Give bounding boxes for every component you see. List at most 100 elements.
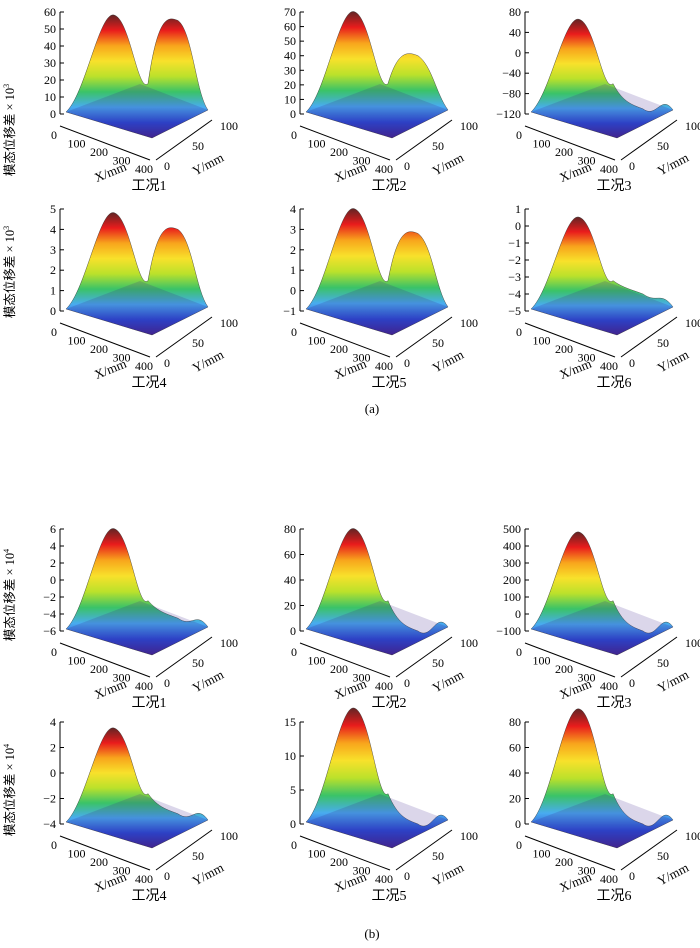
x-axis (299, 322, 391, 358)
y-tick-label: 0 (629, 356, 635, 370)
y-tick-label: 50 (432, 656, 444, 670)
y-tick-label: 50 (657, 139, 669, 153)
y-axis-label: Y/mm (430, 150, 466, 179)
z-tick-label: 0 (290, 284, 296, 298)
z-tick-label: 70 (284, 5, 296, 19)
x-axis (299, 642, 391, 678)
z-tick-label: 400 (503, 539, 521, 553)
z-tick-label: −1 (283, 304, 296, 318)
y-tick-label: 100 (685, 316, 700, 330)
z-tick-label: 2 (50, 741, 56, 755)
x-tick-label: 200 (330, 342, 348, 356)
surface-mesh (530, 19, 674, 139)
z-tick-label: 1 (515, 202, 521, 216)
y-tick-label: 0 (629, 159, 635, 173)
x-tick-label: 200 (555, 855, 573, 869)
x-tick-label: 100 (308, 847, 326, 861)
x-tick-label: 0 (291, 645, 297, 659)
x-tick-label: 400 (135, 359, 153, 373)
svg-text:模态位移差 × 103: 模态位移差 × 103 (2, 226, 17, 318)
x-axis-label: X/mm (557, 159, 593, 185)
x-axis-label: X/mm (557, 356, 593, 382)
x-tick-label: 300 (353, 671, 371, 685)
case-label: 工况4 (132, 376, 167, 391)
case-label: 工况5 (372, 889, 407, 904)
x-tick-label: 200 (90, 145, 108, 159)
z-tick-label: 0 (50, 107, 56, 121)
x-tick-label: 100 (533, 137, 551, 151)
x-tick-label: 0 (516, 128, 522, 142)
x-tick-label: 100 (308, 334, 326, 348)
x-tick-label: 200 (555, 342, 573, 356)
x-tick-label: 0 (291, 325, 297, 339)
y-axis-label: Y/mm (190, 347, 226, 376)
surface-mesh (305, 528, 449, 656)
x-tick-label: 200 (330, 855, 348, 869)
z-tick-label: 30 (284, 63, 296, 77)
surface-plot-3: −120 −80 −40 0 40 80 0 100 200 300 400 X/mm 0 50 100 Y/… (496, 5, 700, 194)
x-tick-label: 400 (375, 162, 393, 176)
x-tick-label: 0 (51, 645, 57, 659)
z-tick-label: 0 (290, 817, 296, 831)
z-tick-label: 2 (50, 556, 56, 570)
y-axis-label: Y/mm (655, 667, 691, 696)
x-tick-label: 300 (353, 154, 371, 168)
case-label: 工况2 (372, 179, 407, 194)
y-tick-label: 50 (657, 656, 669, 670)
z-tick-label: −2 (43, 792, 56, 806)
z-tick-label: 1 (290, 263, 296, 277)
y-tick-label: 50 (192, 336, 204, 350)
surface-mesh (65, 727, 209, 849)
x-axis (524, 322, 616, 358)
surface-mesh (65, 212, 209, 336)
surface-plot-10: −4 −2 0 2 4 0 100 200 300 400 X/mm 0 50 100 Y/mm 工况4 (43, 715, 238, 904)
x-axis-label: X/mm (557, 676, 593, 702)
x-tick-label: 100 (308, 654, 326, 668)
x-tick-label: 100 (533, 847, 551, 861)
z-tick-label: 40 (44, 39, 56, 53)
y-axis (155, 119, 213, 161)
x-axis (299, 835, 391, 871)
z-tick-label: 20 (509, 792, 521, 806)
z-tick-label: 40 (509, 766, 521, 780)
surface-floor (531, 84, 673, 138)
x-tick-label: 100 (533, 654, 551, 668)
x-tick-label: 200 (90, 662, 108, 676)
x-tick-label: 400 (600, 872, 618, 886)
x-tick-label: 0 (516, 838, 522, 852)
case-label: 工况3 (597, 179, 632, 194)
x-tick-label: 0 (516, 645, 522, 659)
z-tick-label: −1 (508, 236, 521, 250)
y-tick-label: 0 (164, 869, 170, 883)
y-tick-label: 100 (220, 829, 238, 843)
x-axis (59, 322, 151, 358)
y-axis (395, 119, 453, 161)
z-tick-label: 80 (509, 5, 521, 19)
panel-label-b: (b) (364, 926, 379, 941)
panel-label-a: (a) (365, 401, 379, 416)
ylabel-a-row2: 模态位移差 × 103 (2, 226, 17, 318)
y-tick-label: 100 (220, 316, 238, 330)
x-axis-label: X/mm (332, 869, 368, 895)
case-label: 工况4 (132, 889, 167, 904)
x-tick-label: 400 (600, 679, 618, 693)
x-axis-label: X/mm (92, 159, 128, 185)
z-tick-label: −4 (43, 607, 56, 621)
y-tick-label: 100 (460, 119, 478, 133)
z-tick-label: 20 (284, 599, 296, 613)
x-axis (524, 125, 616, 161)
y-axis-label: Y/mm (430, 667, 466, 696)
x-axis (299, 125, 391, 161)
z-tick-label: 5 (290, 783, 296, 797)
svg-text:模态位移差 × 103: 模态位移差 × 103 (2, 84, 17, 176)
z-tick-label: −2 (508, 253, 521, 267)
y-axis (620, 119, 678, 161)
z-tick-label: 0 (50, 573, 56, 587)
x-axis-label: X/mm (557, 869, 593, 895)
x-tick-label: 400 (135, 162, 153, 176)
y-tick-label: 50 (192, 139, 204, 153)
z-tick-label: −2 (43, 590, 56, 604)
svg-text:模态位移差 × 104: 模态位移差 × 104 (2, 549, 17, 641)
y-axis-label: Y/mm (190, 667, 226, 696)
surface-plot-1: 0 10 20 30 40 50 60 0 100 200 300 400 X/mm 0 50 100 Y/mm… (44, 5, 238, 194)
